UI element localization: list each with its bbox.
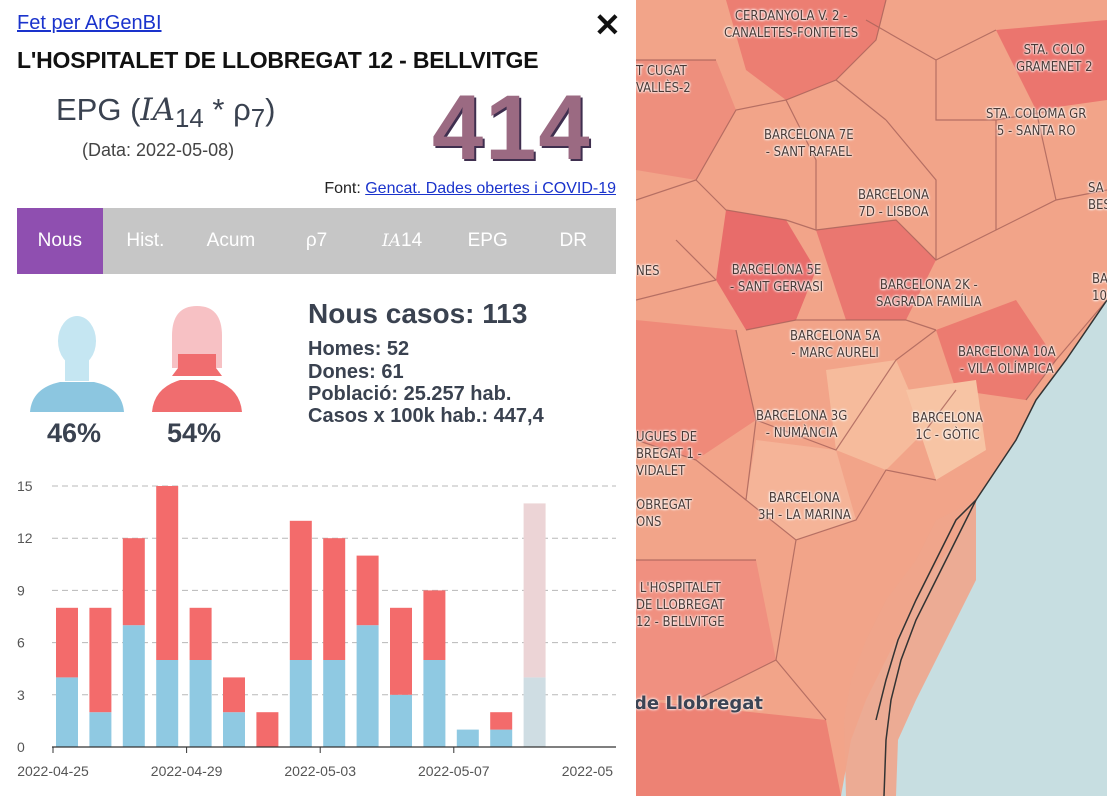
bar-women xyxy=(223,677,245,713)
source-line: Font: Gencat. Dades obertes i COVID-19 xyxy=(324,180,616,197)
tab-acum[interactable]: Acum xyxy=(206,230,256,251)
map-label-bcn-10a[interactable]: BARCELONA 10A - VILA OLÍMPICA xyxy=(958,345,1056,377)
y-tick-label: 0 xyxy=(17,739,25,755)
map-label-bcn-3h[interactable]: BARCELONA 3H - LA MARINA xyxy=(758,491,851,523)
men-count: Homes: 52 xyxy=(308,338,410,360)
map-label-bcn-2k[interactable]: BARCELONA 2K - SAGRADA FAMÍLIA xyxy=(876,278,982,310)
map-label-bcn-7d[interactable]: BARCELONA 7D - LISBOA xyxy=(858,188,930,220)
y-tick-label: 6 xyxy=(17,635,25,651)
bar-men xyxy=(189,660,212,747)
bar-men xyxy=(423,660,446,747)
bar-women xyxy=(156,486,179,660)
map-label-hospitalet-1[interactable]: UGUES DE BREGAT 1 - VIDALET xyxy=(636,430,702,479)
map-label-bcn-5e[interactable]: BARCELONA 5E - SANT GERVASI xyxy=(730,263,824,295)
tab-nous[interactable]: Nous xyxy=(17,208,103,274)
x-tick-label: 2022-05-07 xyxy=(418,763,490,779)
tab-bar: Nous Hist. Acum ρ7 IA 14 EPG DR xyxy=(17,208,616,274)
cases-bar-chart[interactable]: 0 3 6 9 12 15 2022-04-25 2022-04-29 2022-05-03 20… xyxy=(0,470,636,796)
map-label-bcn-5a[interactable]: BARCELONA 5A - MARC AURELI xyxy=(790,329,881,361)
map-label-ba-10[interactable]: BA 10 xyxy=(1092,272,1107,304)
bar-women xyxy=(122,538,145,626)
bar-men xyxy=(223,712,245,747)
data-date: (Data: 2022-05-08) xyxy=(82,140,235,160)
population: Població: 25.257 hab. xyxy=(308,383,512,405)
x-tick-label: 2022-05-03 xyxy=(284,763,356,779)
map-label-hospitalet-12[interactable]: L'HOSPITALET DE LLOBREGAT 12 - BELLVITGE xyxy=(636,581,725,630)
close-icon[interactable]: ✕ xyxy=(594,7,621,43)
man-icon xyxy=(30,316,124,412)
bar-women xyxy=(256,712,279,747)
map-label-sant-cugat[interactable]: T CUGAT VALLÈS-2 xyxy=(636,64,691,96)
bar-women xyxy=(390,607,412,695)
area-title: L'HOSPITALET DE LLOBREGAT 12 - BELLVITGE xyxy=(17,47,539,73)
map-label-cerdanyola[interactable]: CERDANYOLA V. 2 - CANALETES-FONTETES xyxy=(724,9,859,41)
new-cases-title: Nous casos: 113 xyxy=(308,298,528,329)
epg-value: 414 xyxy=(432,77,592,179)
x-tick-label: 2022-04-25 xyxy=(17,763,89,779)
map-city-label: de Llobregat xyxy=(636,693,763,714)
y-tick-label: 12 xyxy=(17,530,33,546)
bar-women xyxy=(356,555,379,626)
bar-women xyxy=(323,538,346,660)
tab-dr[interactable]: DR xyxy=(559,230,587,251)
map-label-sa-bes[interactable]: SA BES xyxy=(1088,181,1107,213)
tab-hist[interactable]: Hist. xyxy=(126,230,165,251)
bar-men xyxy=(356,625,379,747)
woman-icon xyxy=(152,306,242,412)
info-panel: Fet per ArGenBI ✕ L'HOSPITALET DE LLOBRE… xyxy=(0,0,636,796)
tab-epg[interactable]: EPG xyxy=(467,230,508,251)
source-link[interactable]: Gencat. Dades obertes i COVID-19 xyxy=(365,180,616,197)
bar-men xyxy=(122,625,145,747)
map-regions[interactable] xyxy=(636,0,1107,796)
bar-women xyxy=(289,520,312,660)
map-label-bcn-3g[interactable]: BARCELONA 3G - NUMÀNCIA xyxy=(756,409,848,441)
map-label-sta-coloma-5[interactable]: STA. COLOMA GR 5 - SANTA RO xyxy=(986,107,1087,139)
map-label-bcn-7e[interactable]: BARCELONA 7E - SANT RAFAEL xyxy=(764,128,854,160)
bar-men xyxy=(289,660,312,747)
tab-ia14[interactable]: IA 14 xyxy=(382,230,423,251)
bar-women xyxy=(423,590,446,660)
bar-men xyxy=(456,729,479,747)
x-tick-label: 2022-04-29 xyxy=(151,763,223,779)
bar-men xyxy=(156,660,179,747)
map-label-nes[interactable]: NES xyxy=(636,264,660,279)
map-label-sta-coloma-2[interactable]: STA. COLO GRAMENET 2 xyxy=(1016,43,1093,75)
map-label-bcn-1c[interactable]: BARCELONA 1C - GÒTIC xyxy=(912,411,984,443)
bar-women xyxy=(523,503,546,678)
bar-men xyxy=(56,677,78,747)
bar-women xyxy=(490,712,513,730)
x-tick-label: 2022-05 xyxy=(562,763,614,779)
bar-women xyxy=(56,607,78,678)
tab-rho7[interactable]: ρ7 xyxy=(305,230,328,251)
men-percent: 46% xyxy=(47,418,102,448)
cases-per-100k: Casos x 100k hab.: 447,4 xyxy=(308,405,544,427)
y-tick-label: 9 xyxy=(17,582,25,598)
made-by-link[interactable]: Fet per ArGenBI xyxy=(17,12,162,34)
epg-formula-label: EPG (IA14 * ρ7) xyxy=(56,92,276,134)
bar-men xyxy=(490,729,513,747)
bar-men xyxy=(523,677,546,747)
y-tick-label: 15 xyxy=(17,478,33,494)
women-count: Dones: 61 xyxy=(308,361,404,383)
map-label-llobregat-ons[interactable]: OBREGAT ONS xyxy=(636,498,692,530)
women-percent: 54% xyxy=(167,418,222,448)
bar-men xyxy=(89,712,112,747)
bar-women xyxy=(89,607,112,713)
bar-men xyxy=(390,694,412,747)
bar-women xyxy=(189,607,212,660)
choropleth-map[interactable]: CERDANYOLA V. 2 - CANALETES-FONTETES STA… xyxy=(636,0,1107,796)
y-tick-label: 3 xyxy=(17,687,25,703)
bar-men xyxy=(323,660,346,747)
